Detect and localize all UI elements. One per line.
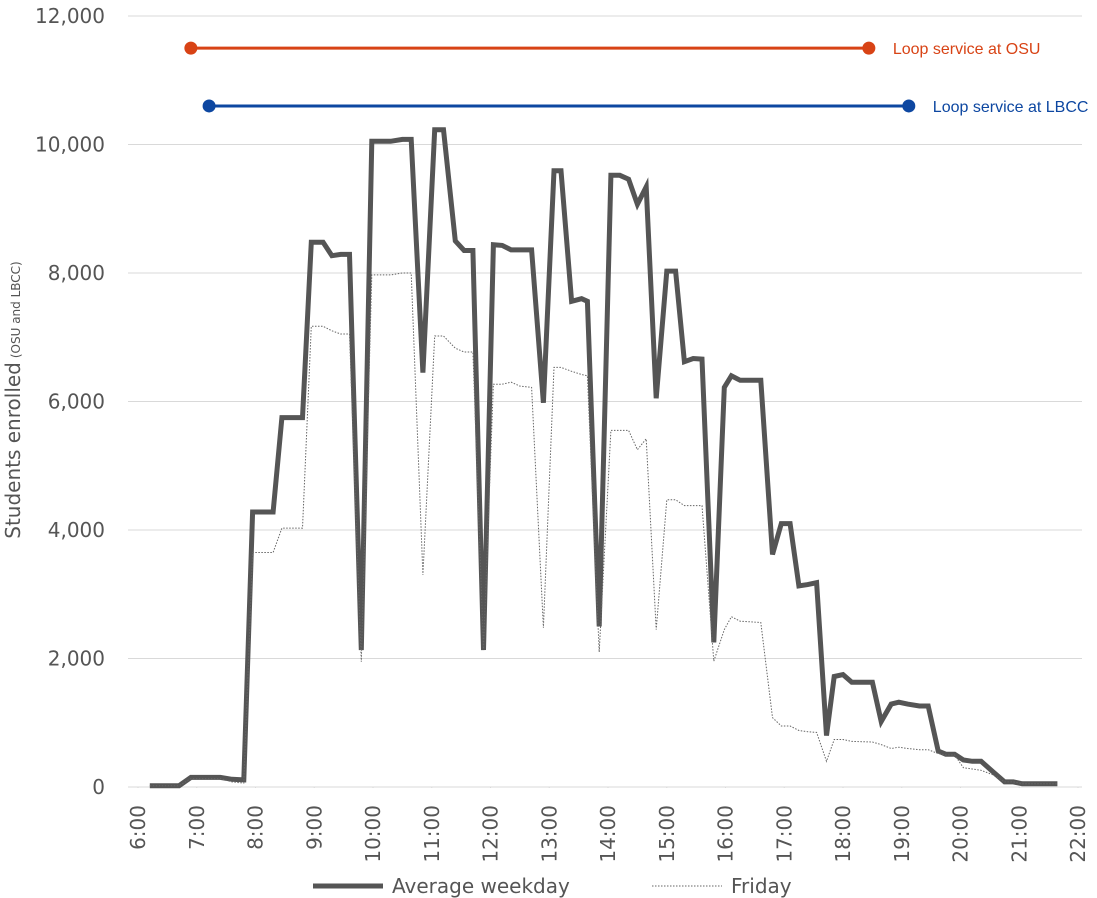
y-axis-note: (OSU and LBCC): [9, 261, 23, 358]
x-tick-label: 16:00: [714, 805, 738, 863]
x-tick-label: 20:00: [949, 805, 973, 863]
annotation-label: Loop service at LBCC: [933, 99, 1089, 116]
x-tick-label: 21:00: [1007, 805, 1031, 863]
x-tick-label: 9:00: [302, 805, 326, 850]
y-axis-label: Students enrolled: [1, 362, 25, 539]
series-line: [149, 127, 1058, 789]
service-endpoint: [202, 99, 216, 113]
y-axis-title: Students enrolled (OSU and LBCC): [1, 261, 25, 539]
x-tick-label: 18:00: [831, 805, 855, 863]
x-tick-label: 10:00: [361, 805, 385, 863]
x-tick-label: 19:00: [890, 805, 914, 863]
annotation-label: Loop service at OSU: [893, 41, 1041, 58]
x-tick-label: 13:00: [537, 805, 561, 863]
service-endpoint: [184, 41, 198, 55]
legend-label: Friday: [731, 874, 792, 898]
x-tick-label: 12:00: [479, 805, 503, 863]
x-tick-label: 6:00: [126, 805, 150, 850]
y-tick-label: 2,000: [48, 647, 105, 671]
x-tick-label: 17:00: [772, 805, 796, 863]
y-tick-label: 4,000: [48, 518, 105, 542]
y-tick-label: 0: [92, 775, 105, 799]
y-tick-label: 8,000: [48, 261, 105, 285]
y-tick-label: 12,000: [35, 4, 105, 28]
x-tick-label: 11:00: [420, 805, 444, 863]
x-tick-label: 22:00: [1066, 805, 1090, 863]
x-tick-label: 8:00: [244, 805, 268, 850]
y-tick-label: 10,000: [35, 133, 105, 157]
service-endpoint: [862, 41, 876, 55]
y-tick-label: 6,000: [48, 390, 105, 414]
x-tick-label: 7:00: [185, 805, 209, 850]
x-tick-label: 15:00: [655, 805, 679, 863]
legend-label: Average weekday: [392, 874, 570, 898]
x-tick-label: 14:00: [596, 805, 620, 863]
series-line: [149, 272, 1058, 787]
service-endpoint: [902, 99, 916, 113]
